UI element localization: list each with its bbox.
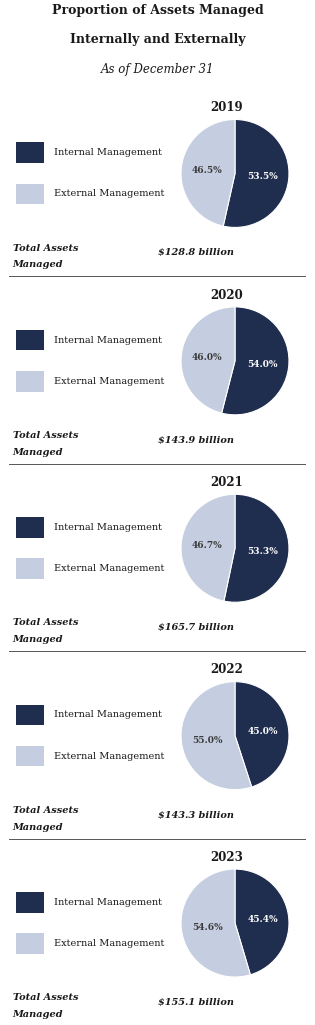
Text: $143.3 billion: $143.3 billion [158,811,233,820]
Text: External Management: External Management [54,377,164,385]
Text: Managed: Managed [13,260,63,270]
Text: 53.3%: 53.3% [248,546,278,556]
Text: External Management: External Management [54,190,164,199]
Bar [16,371,44,392]
Text: Total Assets: Total Assets [13,244,78,252]
Bar [16,142,44,163]
Text: 2022: 2022 [210,663,243,677]
Wedge shape [181,306,235,413]
Wedge shape [181,682,252,789]
Text: 2023: 2023 [210,851,243,864]
Text: Total Assets: Total Assets [13,806,78,815]
Text: External Management: External Management [54,564,164,573]
Wedge shape [224,494,289,603]
Text: $165.7 billion: $165.7 billion [158,623,233,632]
Text: 53.5%: 53.5% [248,172,278,181]
Wedge shape [223,120,289,228]
Text: 54.0%: 54.0% [248,360,278,369]
Text: Total Assets: Total Assets [13,993,78,1002]
Wedge shape [181,120,235,227]
Text: External Management: External Management [54,939,164,948]
Text: 2021: 2021 [210,476,243,489]
Bar [16,892,44,912]
Text: Internal Management: Internal Management [54,898,162,907]
Text: Total Assets: Total Assets [13,618,78,627]
Text: $155.1 billion: $155.1 billion [158,998,233,1007]
Text: 55.0%: 55.0% [192,736,222,744]
Text: External Management: External Management [54,751,164,761]
Text: Total Assets: Total Assets [13,430,78,440]
Bar [16,704,44,725]
Text: Managed: Managed [13,636,63,644]
Text: 54.6%: 54.6% [192,922,223,932]
Text: Internal Management: Internal Management [54,710,162,720]
Bar [16,746,44,767]
Bar [16,933,44,954]
Text: 45.0%: 45.0% [248,727,278,736]
Text: 46.5%: 46.5% [192,166,222,175]
Text: 45.4%: 45.4% [248,914,278,924]
Text: Internal Management: Internal Management [54,335,162,344]
Text: Internal Management: Internal Management [54,523,162,532]
Wedge shape [235,682,289,787]
Text: 46.7%: 46.7% [192,541,222,549]
Wedge shape [181,869,250,977]
Wedge shape [181,494,235,601]
Text: Internally and Externally: Internally and Externally [70,34,245,46]
Text: $143.9 billion: $143.9 billion [158,436,233,445]
Bar [16,559,44,579]
Bar [16,330,44,351]
Bar [16,518,44,538]
Text: Internal Management: Internal Management [54,149,162,157]
Text: $128.8 billion: $128.8 billion [158,248,233,257]
Wedge shape [235,869,289,975]
Text: 2020: 2020 [210,288,243,301]
Bar [16,183,44,204]
Text: Managed: Managed [13,1010,63,1019]
Text: As of December 31: As of December 31 [101,64,214,76]
Text: Managed: Managed [13,823,63,831]
Text: 46.0%: 46.0% [192,353,222,362]
Text: 2019: 2019 [210,101,243,114]
Wedge shape [221,306,289,415]
Text: Proportion of Assets Managed: Proportion of Assets Managed [52,4,263,17]
Text: Managed: Managed [13,448,63,457]
